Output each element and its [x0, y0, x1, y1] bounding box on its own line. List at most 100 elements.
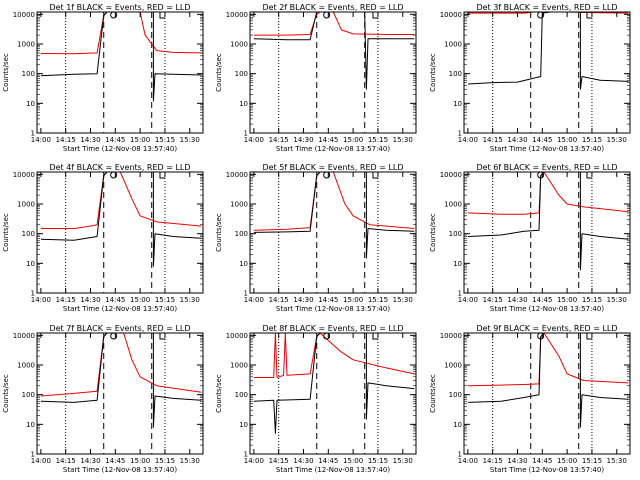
- y-tick-label: 1000: [230, 201, 248, 209]
- bracket-marker-icon: [586, 12, 592, 19]
- series-line-black: [40, 332, 202, 428]
- y-tick-label: 100: [235, 70, 248, 78]
- x-tick-label: 15:00: [557, 136, 577, 144]
- chart-panel: 14:00 14:15 14:30 14:45 15:00 15:15 15:30 1 10 10…: [429, 3, 631, 153]
- y-tick-label: 10000: [226, 332, 248, 340]
- x-tick-label: 15:00: [343, 136, 363, 144]
- y-tick-label: 10000: [440, 11, 462, 19]
- x-tick-label: 15:30: [180, 136, 200, 144]
- x-axis-label: Start Time (12-Nov-08 13:57:40): [490, 466, 604, 474]
- bracket-marker-icon: [372, 333, 378, 340]
- y-axis-label: Counts/sec: [215, 213, 223, 252]
- x-tick-label: 14:15: [56, 457, 76, 465]
- x-tick-label: 15:00: [130, 296, 150, 304]
- chart-title: Det 1f BLACK = Events, RED = LLD: [49, 3, 190, 12]
- y-tick-label: 1: [31, 130, 35, 138]
- x-tick-label: 15:00: [130, 136, 150, 144]
- series-line-black: [467, 171, 629, 271]
- x-tick-label: 14:15: [483, 457, 503, 465]
- x-tick-label: 14:30: [507, 136, 527, 144]
- chart-title: Det 8f BLACK = Events, RED = LLD: [262, 324, 403, 333]
- y-axis-label: Counts/sec: [429, 374, 437, 413]
- plot-frame: [463, 171, 631, 294]
- plot-frame: [249, 332, 417, 455]
- x-tick-label: 14:45: [105, 296, 125, 304]
- x-tick-label: 14:15: [56, 296, 76, 304]
- y-tick-label: 1: [31, 290, 35, 298]
- plot-frame: [249, 11, 417, 134]
- y-tick-label: 100: [235, 230, 248, 238]
- x-tick-label: 14:00: [31, 136, 51, 144]
- x-axis-label: Start Time (12-Nov-08 13:57:40): [490, 145, 604, 153]
- x-tick-label: 14:45: [532, 457, 552, 465]
- series-line-black: [467, 332, 629, 428]
- chart-panel: 14:00 14:15 14:30 14:45 15:00 15:15 15:30 1 10 10…: [2, 3, 204, 153]
- x-tick-label: 14:45: [532, 296, 552, 304]
- y-tick-label: 1: [244, 290, 248, 298]
- x-tick-label: 14:45: [105, 457, 125, 465]
- y-tick-label: 1000: [444, 362, 462, 370]
- x-tick-label: 14:30: [507, 296, 527, 304]
- series-line-black: [467, 11, 629, 90]
- x-tick-label: 14:00: [458, 296, 478, 304]
- x-tick-label: 14:45: [105, 136, 125, 144]
- y-tick-label: 10000: [440, 171, 462, 179]
- x-tick-label: 15:30: [393, 296, 413, 304]
- x-tick-label: 15:15: [368, 136, 388, 144]
- y-axis-label: Counts/sec: [2, 53, 10, 92]
- y-tick-label: 1000: [17, 41, 35, 49]
- x-tick-label: 14:45: [318, 136, 338, 144]
- x-axis-label: Start Time (12-Nov-08 13:57:40): [63, 466, 177, 474]
- bracket-marker-icon: [372, 172, 378, 179]
- y-tick-label: 1: [458, 130, 462, 138]
- bracket-marker-icon: [159, 333, 165, 340]
- x-tick-label: 14:30: [80, 457, 100, 465]
- x-tick-label: 15:30: [180, 296, 200, 304]
- chart-title: Det 2f BLACK = Events, RED = LLD: [262, 3, 403, 12]
- x-tick-label: 15:30: [393, 457, 413, 465]
- x-tick-label: 14:30: [293, 296, 313, 304]
- y-tick-label: 100: [22, 391, 35, 399]
- x-tick-label: 14:45: [318, 296, 338, 304]
- chart-title: Det 7f BLACK = Events, RED = LLD: [49, 324, 190, 333]
- y-tick-label: 10: [239, 421, 248, 429]
- x-tick-label: 14:45: [532, 136, 552, 144]
- plot-frame: [463, 11, 631, 134]
- x-tick-label: 15:00: [130, 457, 150, 465]
- y-tick-label: 100: [22, 70, 35, 78]
- y-tick-label: 10: [239, 100, 248, 108]
- y-tick-label: 10000: [13, 332, 35, 340]
- x-tick-label: 15:00: [557, 296, 577, 304]
- x-tick-label: 14:15: [56, 136, 76, 144]
- chart-panel: 14:00 14:15 14:30 14:45 15:00 15:15 15:30 1 10 10…: [2, 163, 204, 313]
- y-axis-label: Counts/sec: [429, 53, 437, 92]
- y-tick-label: 1: [244, 130, 248, 138]
- x-tick-label: 14:15: [269, 296, 289, 304]
- y-axis-label: Counts/sec: [2, 374, 10, 413]
- chart-panel: 14:00 14:15 14:30 14:45 15:00 15:15 15:30 1 10 10…: [215, 324, 417, 474]
- x-axis-label: Start Time (12-Nov-08 13:57:40): [276, 466, 390, 474]
- y-tick-label: 10000: [440, 332, 462, 340]
- series-line-red: [467, 332, 629, 387]
- plot-frame: [463, 332, 631, 455]
- y-tick-label: 10: [453, 421, 462, 429]
- x-tick-label: 14:15: [269, 136, 289, 144]
- bracket-marker-icon: [586, 333, 592, 340]
- chart-panel: 14:00 14:15 14:30 14:45 15:00 15:15 15:30 1 10 10…: [215, 3, 417, 153]
- x-axis-label: Start Time (12-Nov-08 13:57:40): [63, 305, 177, 313]
- y-tick-label: 1000: [17, 362, 35, 370]
- series-line-black: [253, 11, 415, 90]
- x-tick-label: 14:00: [31, 457, 51, 465]
- x-tick-label: 14:15: [269, 457, 289, 465]
- x-tick-label: 14:45: [318, 457, 338, 465]
- x-tick-label: 14:30: [80, 136, 100, 144]
- chart-title: Det 3f BLACK = Events, RED = LLD: [476, 3, 617, 12]
- plot-frame: [36, 11, 204, 134]
- x-tick-label: 14:30: [80, 296, 100, 304]
- series-line-red: [40, 171, 202, 229]
- x-tick-label: 15:30: [607, 457, 627, 465]
- x-tick-label: 15:30: [607, 136, 627, 144]
- series-line-red: [253, 171, 415, 231]
- x-tick-label: 15:15: [155, 457, 175, 465]
- series-line-red: [253, 332, 415, 378]
